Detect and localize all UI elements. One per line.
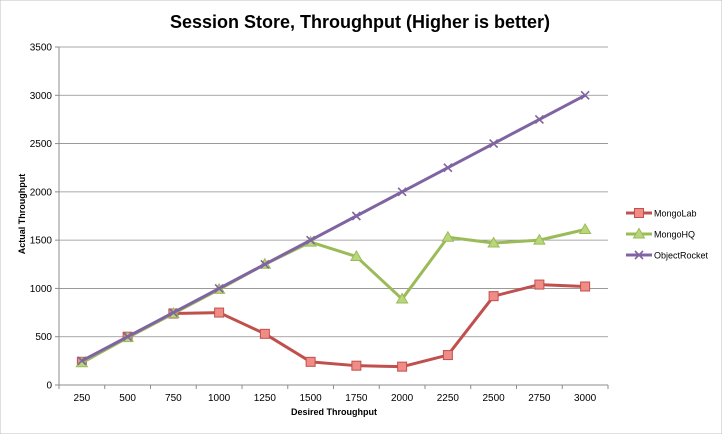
data-point-objectrocket <box>306 235 316 245</box>
chart-title: Session Store, Throughput (Higher is bet… <box>170 12 550 32</box>
data-point-mongohq <box>487 236 500 248</box>
legend-marker-objectrocket <box>634 250 644 260</box>
data-point-objectrocket <box>443 163 453 173</box>
data-point-objectrocket <box>214 283 224 293</box>
legend-label-objectrocket: ObjectRocket <box>654 251 709 261</box>
series-line-objectrocket <box>81 93 586 363</box>
legend-label-mongohq: MongoHQ <box>654 230 695 240</box>
data-point-mongolab <box>305 356 316 367</box>
x-tick-label: 1750 <box>345 393 368 404</box>
legend-label-mongolab: MongoLab <box>654 209 697 219</box>
data-point-mongolab <box>580 281 591 292</box>
data-point-objectrocket <box>77 356 87 366</box>
y-tick-label: 2000 <box>30 187 53 198</box>
data-point-objectrocket <box>123 332 133 342</box>
series-layer <box>75 90 592 372</box>
data-point-mongohq <box>441 230 455 242</box>
data-point-mongolab <box>488 291 499 302</box>
data-point-objectrocket <box>168 308 178 318</box>
y-tick-label: 1500 <box>30 236 53 247</box>
x-tick-label: 2250 <box>437 393 460 404</box>
data-point-objectrocket <box>397 187 407 197</box>
data-point-mongolab <box>259 328 270 339</box>
data-point-mongolab <box>214 307 225 318</box>
data-point-objectrocket <box>580 90 590 100</box>
y-tick-label: 500 <box>35 332 52 343</box>
legend-marker-mongohq <box>632 227 646 239</box>
x-tick-label: 1250 <box>254 393 277 404</box>
y-tick-label: 0 <box>46 381 52 392</box>
data-point-objectrocket <box>534 114 544 124</box>
data-point-mongohq <box>350 250 363 262</box>
x-tick-label: 2500 <box>483 393 506 404</box>
x-tick-label: 250 <box>74 393 91 404</box>
data-point-mongohq <box>533 233 546 245</box>
y-tick-label: 3000 <box>30 91 53 102</box>
y-tick-label: 3500 <box>30 43 53 54</box>
y-axis-label: Actual Throughput <box>17 174 27 255</box>
legend-item-objectrocket: ObjectRocket <box>626 250 709 261</box>
y-tick-label: 2500 <box>30 139 53 150</box>
x-tick-label: 2750 <box>528 393 551 404</box>
data-point-mongolab <box>351 360 362 371</box>
data-point-mongohq <box>578 223 592 235</box>
series-objectrocket <box>77 90 590 366</box>
x-tick-label: 2000 <box>391 393 414 404</box>
axes: 0 500 1000 1500 2000 2500 3000 3500 250 500 750 100… <box>30 43 609 404</box>
legend-marker-mongolab <box>634 208 644 218</box>
x-tick-label: 1500 <box>300 393 323 404</box>
x-tick-label: 3000 <box>574 393 597 404</box>
data-point-objectrocket <box>351 211 361 221</box>
data-point-mongohq <box>395 292 409 304</box>
x-axis-label: Desired Throughput <box>291 407 377 417</box>
x-tick-label: 500 <box>119 393 136 404</box>
data-point-mongolab <box>397 361 408 372</box>
data-point-mongolab <box>534 279 545 290</box>
y-tick-label: 1000 <box>30 284 53 295</box>
data-point-mongolab <box>442 350 453 361</box>
data-point-objectrocket <box>260 259 270 269</box>
data-point-objectrocket <box>489 139 499 149</box>
x-tick-label: 750 <box>165 393 182 404</box>
legend-item-mongolab: MongoLab <box>626 208 697 219</box>
x-tick-label: 1000 <box>208 393 231 404</box>
legend-item-mongohq: MongoHQ <box>626 227 695 240</box>
legend: MongoLab MongoHQ ObjectRocket <box>626 208 709 261</box>
